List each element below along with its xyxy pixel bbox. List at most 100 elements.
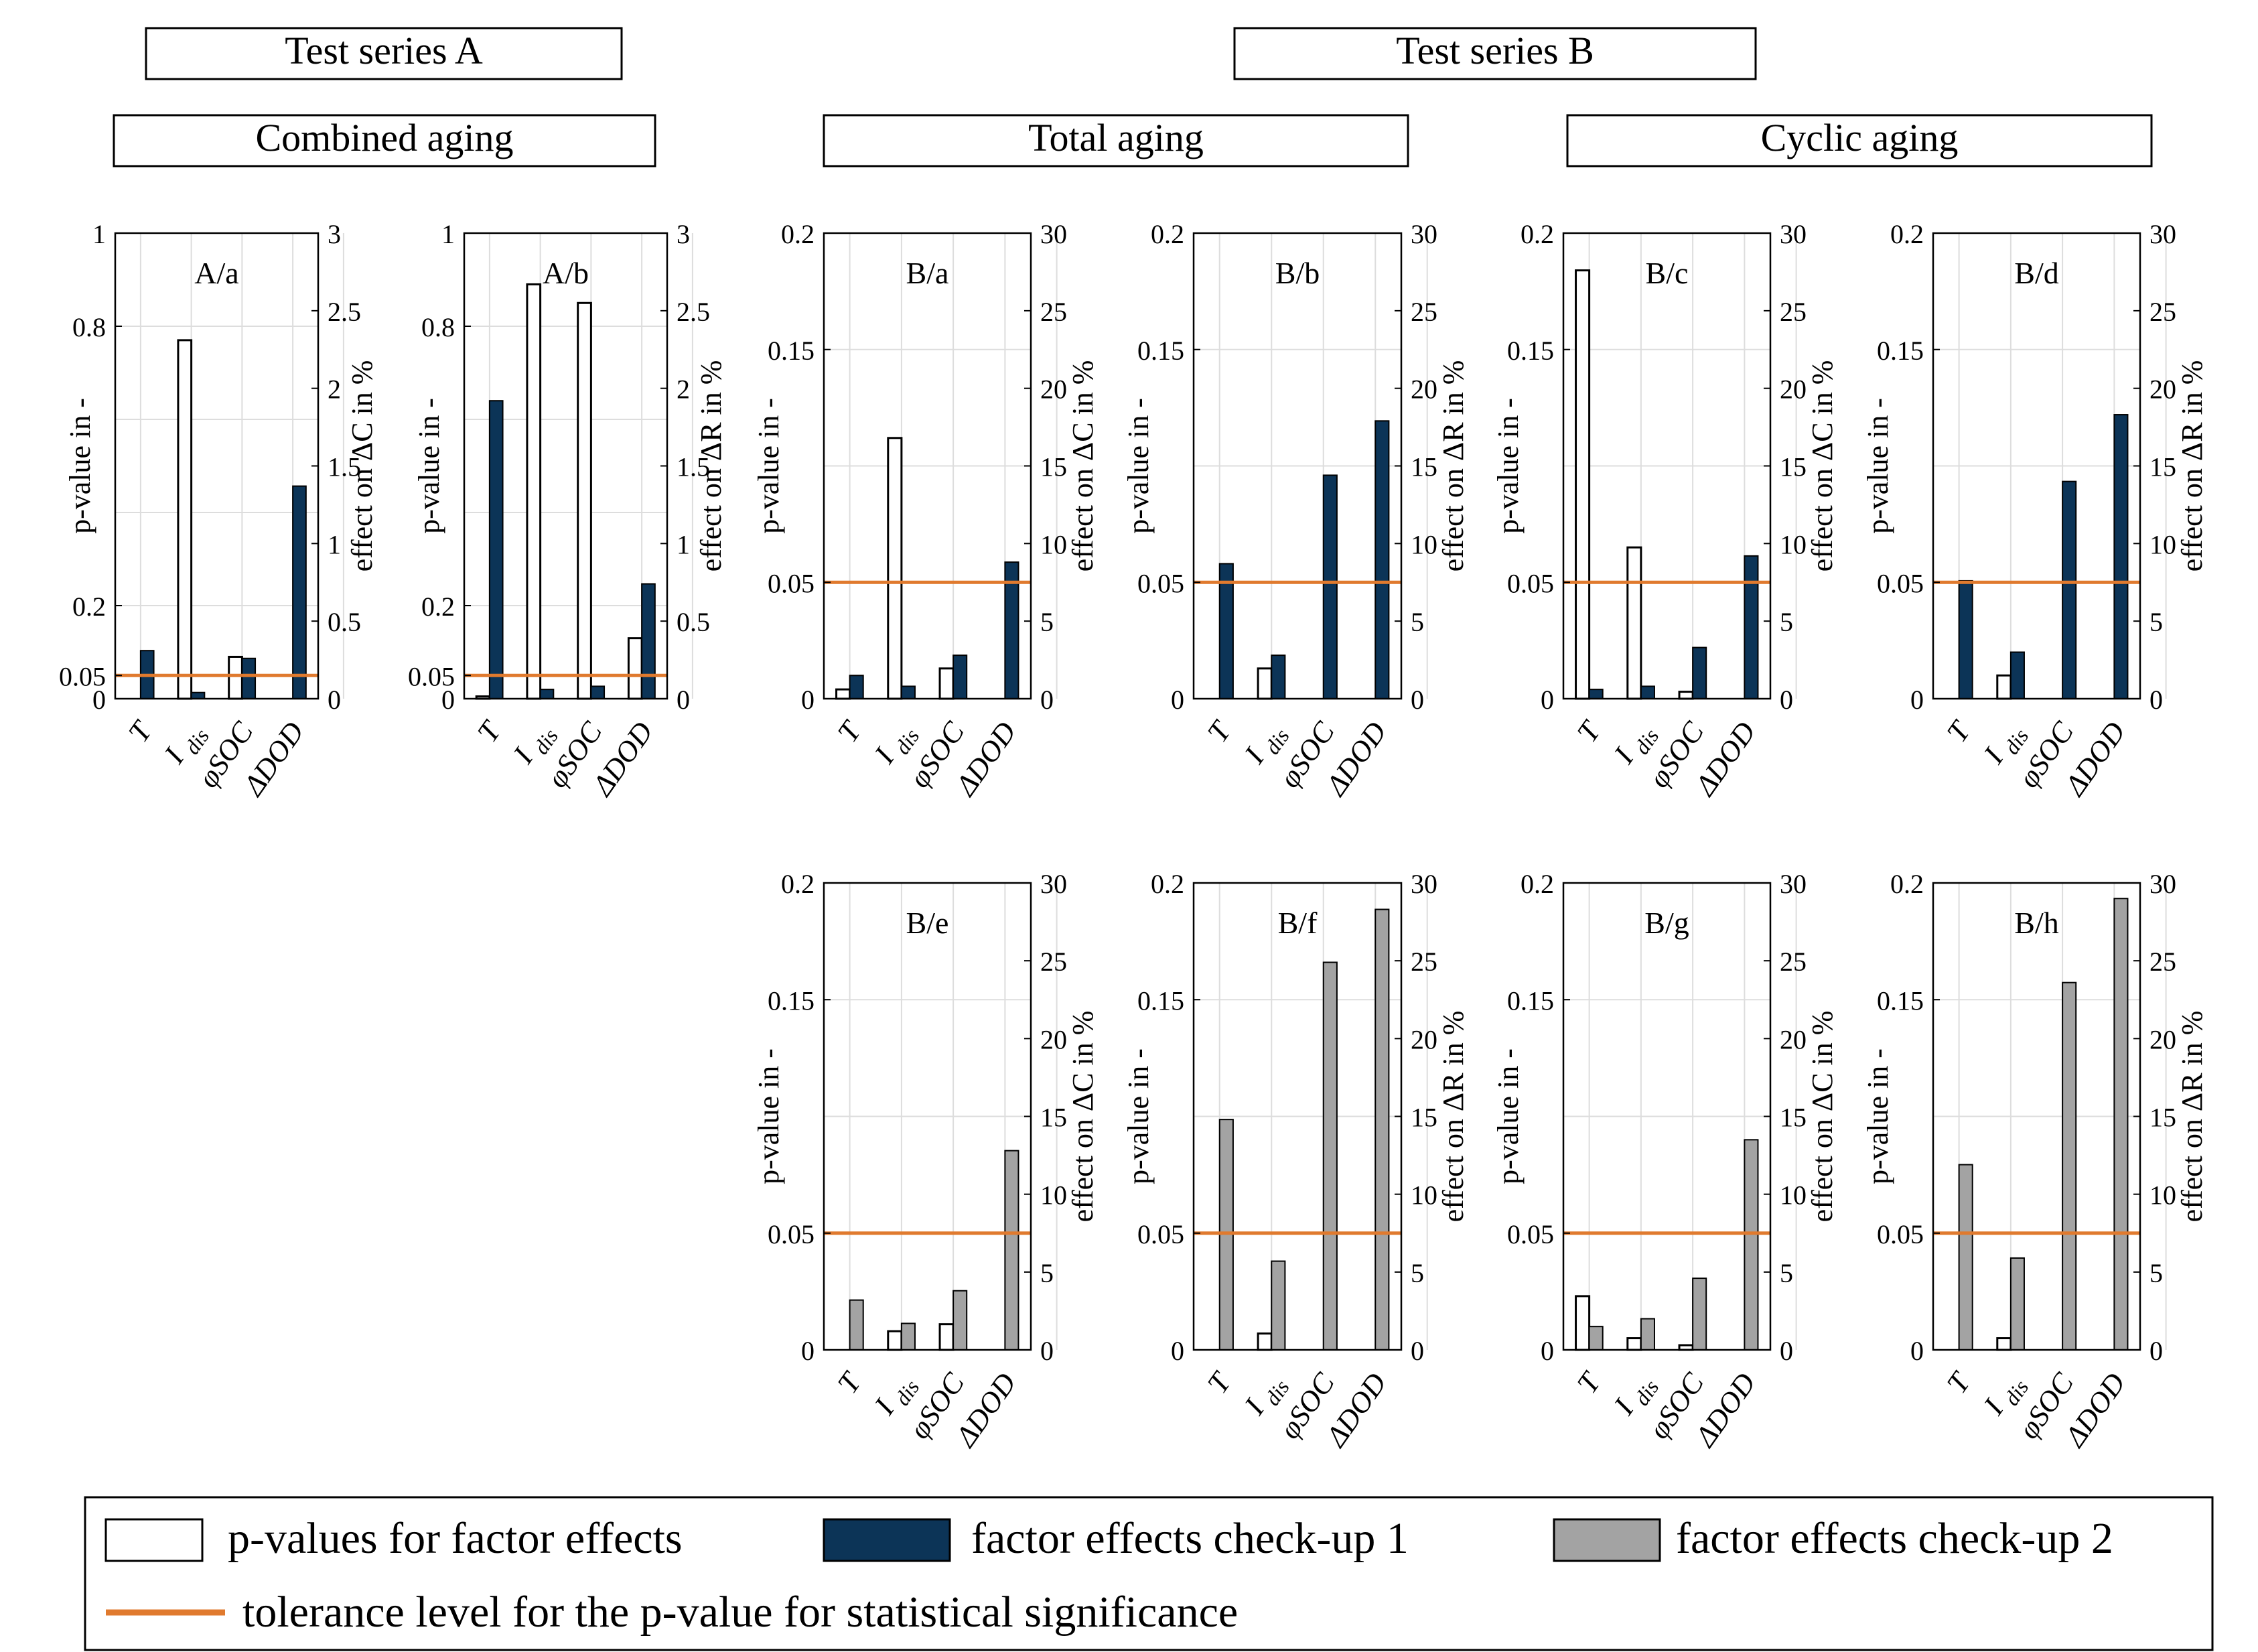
a-a-right-tick-label-3: 1.5 [328, 452, 361, 482]
b-f-right-tick-label-2: 10 [1411, 1180, 1437, 1211]
b-g-right-tick-label-4: 20 [1780, 1024, 1807, 1054]
b-a-effect-bar-1 [900, 685, 916, 700]
b-g-pvalue-bar-1 [1626, 1337, 1642, 1351]
a-a-right-tick-label-4: 2 [328, 374, 341, 405]
b-e-right-tick-label-6: 30 [1040, 869, 1067, 899]
b-b-left-tick-label-0: 0 [1171, 685, 1184, 715]
b-e-right-tick-label-0: 0 [1040, 1336, 1054, 1366]
b-d-left-tick-label-2: 0.15 [1877, 336, 1924, 366]
a-a-effect-bar-3 [292, 485, 307, 699]
b-h-ylabel-right: effect on ΔR in % [2176, 1011, 2208, 1223]
header-series-b-label: Test series B [1396, 29, 1594, 72]
b-c-panel-label: B/c [1646, 256, 1689, 290]
b-g-left-tick-label-0: 0 [1541, 1336, 1554, 1366]
b-a-right-tick-label-4: 20 [1040, 374, 1067, 405]
b-f-ylabel-right: effect on ΔR in % [1437, 1011, 1470, 1223]
b-h-right-tick-label-2: 10 [2149, 1180, 2176, 1211]
b-g-ylabel-left: p-value in - [1492, 1048, 1525, 1184]
a-a-right-tick-label-0: 0 [328, 685, 341, 715]
header-total-aging: Total aging [823, 114, 1409, 167]
b-c-right-tick-label-0: 0 [1780, 685, 1793, 715]
b-e-left-tick-label-1: 0.05 [768, 1219, 815, 1249]
b-f-pvalue-bar-1 [1257, 1332, 1273, 1351]
b-h-left-tick-label-1: 0.05 [1877, 1219, 1924, 1249]
a-b-left-tick-label-2: 0.2 [421, 592, 455, 622]
b-b-pvalue-bar-1 [1257, 667, 1273, 700]
b-b-ylabel-right: effect on ΔR in % [1437, 360, 1470, 572]
b-c-right-tick-label-4: 20 [1780, 374, 1807, 405]
b-f-ylabel-left: p-value in - [1122, 1048, 1155, 1184]
b-h-left-tick-label-3: 0.2 [1890, 869, 1924, 899]
b-c-pvalue-bar-2 [1678, 691, 1694, 700]
a-b-category-label-0: T [471, 714, 508, 748]
b-a-left-tick-label-0: 0 [801, 685, 815, 715]
b-f-right-tick-label-0: 0 [1411, 1336, 1424, 1366]
b-f-left-tick-label-2: 0.15 [1137, 985, 1184, 1016]
a-a-ylabel-right: effect on ΔC in % [346, 360, 378, 572]
a-b-right-tick-label-2: 1 [677, 529, 690, 559]
legend-label-checkup1: factor effects check-up 1 [971, 1514, 1409, 1563]
b-e-category-label-0: T [831, 1365, 869, 1399]
b-c-effect-bar-0 [1588, 689, 1604, 699]
b-g-right-tick-label-2: 10 [1780, 1180, 1807, 1211]
b-e-ylabel-left: p-value in - [752, 1048, 785, 1184]
b-h-right-tick-label-5: 25 [2149, 947, 2176, 977]
b-c-left-tick-label-2: 0.15 [1507, 336, 1554, 366]
b-h-right-tick-label-1: 5 [2149, 1258, 2163, 1288]
b-d-effect-bar-0 [1958, 579, 1973, 700]
chart-b-g: 0 0.05 0.15 0.2 0 5 10 15 20 25 30 B/g p-value in - e… [1492, 869, 1839, 1454]
b-a-right-tick-label-1: 5 [1040, 607, 1054, 637]
b-d-right-tick-label-3: 15 [2149, 452, 2176, 482]
a-a-ylabel-left: p-value in - [64, 398, 96, 534]
b-h-pvalue-bar-1 [1996, 1337, 2012, 1351]
b-g-right-tick-label-0: 0 [1780, 1336, 1793, 1366]
header-combined-aging-label: Combined aging [255, 116, 513, 159]
b-g-effect-bar-3 [1744, 1139, 1759, 1351]
b-d-pvalue-bar-1 [1996, 674, 2012, 700]
header-cyclic-aging: Cyclic aging [1566, 114, 2153, 167]
legend-swatch-checkup2 [1553, 1518, 1661, 1562]
a-b-pvalue-bar-2 [577, 301, 592, 700]
b-h-right-tick-label-4: 20 [2149, 1024, 2176, 1054]
a-a-left-tick-label-3: 0.8 [72, 312, 106, 342]
b-e-left-tick-label-2: 0.15 [768, 985, 815, 1016]
b-e-pvalue-bar-2 [938, 1323, 955, 1351]
legend: p-values for factor effects factor effec… [84, 1496, 2214, 1651]
legend-label-checkup2: factor effects check-up 2 [1676, 1514, 2113, 1563]
b-e-right-tick-label-5: 25 [1040, 947, 1067, 977]
b-b-left-tick-label-2: 0.15 [1137, 336, 1184, 366]
legend-label-tolerance: tolerance level for the p-value for stat… [242, 1588, 1238, 1637]
b-b-right-tick-label-2: 10 [1411, 529, 1437, 559]
a-b-effect-bar-0 [488, 400, 504, 699]
b-c-left-tick-label-1: 0.05 [1507, 568, 1554, 598]
a-b-effect-bar-2 [590, 685, 606, 700]
a-b-right-tick-label-1: 0.5 [677, 607, 710, 637]
a-b-right-tick-label-5: 2.5 [677, 297, 710, 327]
b-c-pvalue-bar-1 [1626, 546, 1642, 700]
b-f-right-tick-label-6: 30 [1411, 869, 1437, 899]
b-b-effect-bar-2 [1322, 474, 1338, 700]
a-b-ylabel-left: p-value in - [413, 398, 445, 534]
a-a-left-tick-label-2: 0.2 [72, 592, 106, 622]
b-g-right-tick-label-3: 15 [1780, 1103, 1807, 1133]
chart-b-e: 0 0.05 0.15 0.2 0 5 10 15 20 25 30 B/e p-value in - e… [752, 869, 1099, 1454]
b-a-left-tick-label-3: 0.2 [781, 219, 815, 249]
a-b-left-tick-label-0: 0 [441, 685, 455, 715]
b-a-effect-bar-0 [849, 675, 864, 699]
a-b-right-tick-label-3: 1.5 [677, 452, 710, 482]
chart-b-f: 0 0.05 0.15 0.2 0 5 10 15 20 25 30 B/f p-value in - e… [1122, 869, 1470, 1454]
b-b-effect-bar-1 [1271, 655, 1286, 700]
b-f-effect-bar-3 [1374, 908, 1390, 1351]
b-d-ylabel-left: p-value in - [1861, 398, 1894, 534]
a-a-pvalue-bar-1 [177, 339, 193, 700]
b-b-ylabel-left: p-value in - [1122, 398, 1155, 534]
a-a-right-tick-label-5: 2.5 [328, 297, 361, 327]
b-f-left-tick-label-1: 0.05 [1137, 1219, 1184, 1249]
b-f-right-tick-label-3: 15 [1411, 1103, 1437, 1133]
a-a-left-tick-label-1: 0.05 [59, 661, 106, 691]
a-b-left-tick-label-3: 0.8 [421, 312, 455, 342]
b-g-category-label-0: T [1571, 1365, 1608, 1399]
b-d-right-tick-label-6: 30 [2149, 219, 2176, 249]
